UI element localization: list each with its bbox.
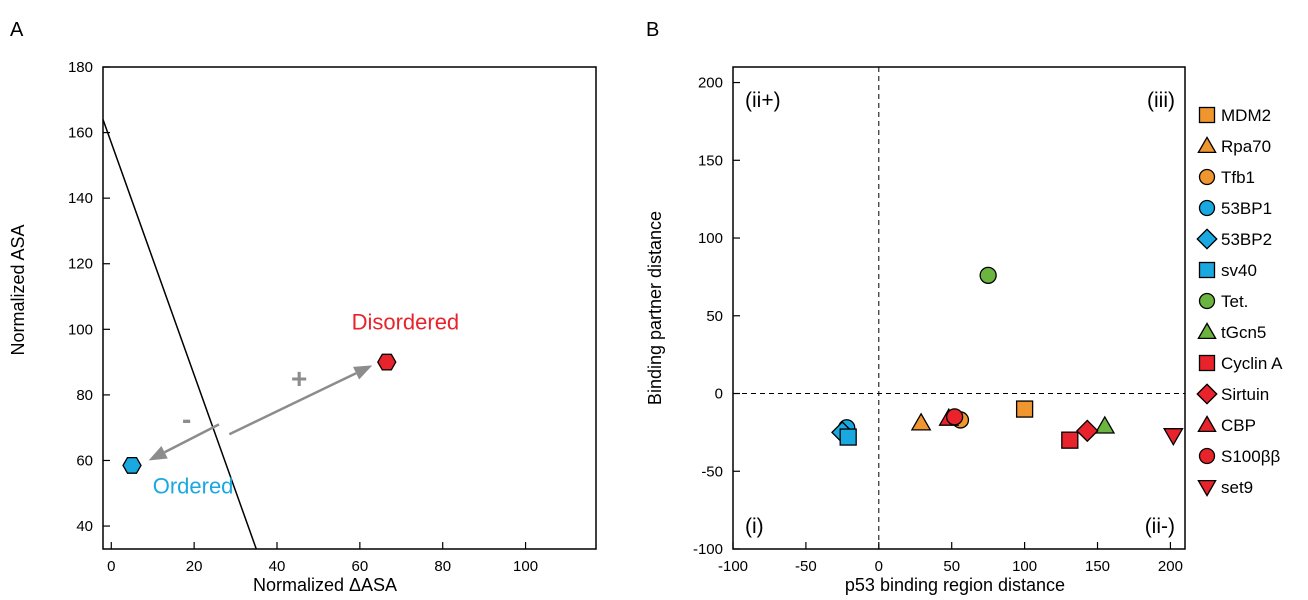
legend-label-tet: Tet.: [1221, 292, 1248, 311]
legend-marker-sirtuin: [1196, 383, 1218, 405]
panel-b-x-axis: -100 -50 0 50 100 150 200: [718, 542, 1183, 575]
y-tick-label: 140: [68, 190, 93, 207]
legend-marker-53bp2: [1196, 228, 1218, 250]
point-sv40: [839, 428, 857, 446]
panel-a-x-axis: 0 20 40 60 80 100: [107, 542, 538, 575]
point-s100: [945, 408, 964, 426]
order-disorder-boundary-line: [102, 119, 257, 550]
legend-marker-53bp1: [1198, 199, 1216, 217]
legend-marker-cbp: [1197, 415, 1217, 433]
panel-a-plot-frame: [102, 66, 597, 550]
point-cyclin-a: [1061, 431, 1079, 449]
x-tick-label: 150: [1085, 558, 1110, 575]
quadrant-label-iii: (iii): [1147, 89, 1175, 112]
panel-a-y-axis-title: Normalized ASA: [8, 224, 28, 355]
point-disordered: [377, 353, 397, 371]
point-sirtuin: [1075, 419, 1099, 443]
arrow-head: [148, 446, 168, 461]
legend-marker-tfb1: [1198, 168, 1216, 186]
arrow-shaft: [164, 423, 220, 454]
y-tick-label: 180: [68, 59, 93, 76]
quadrant-label-i: (i): [745, 515, 764, 538]
legend-label-set9: set9: [1221, 478, 1253, 497]
y-tick-label: 80: [76, 387, 93, 404]
quadrant-label-ii-plus: (ii+): [745, 89, 781, 112]
panel-a-y-axis: 40 60 80 100 120 140 160 180: [68, 59, 110, 535]
annotation-ordered: Ordered: [153, 473, 234, 498]
y-tick-label: 60: [76, 452, 93, 469]
quadrant-label-ii-minus: (ii-): [1145, 515, 1175, 538]
legend-marker-tet: [1198, 292, 1216, 310]
panel-b-plot-frame: [732, 66, 1186, 550]
y-tick-label: 200: [698, 75, 723, 92]
y-tick-label: 160: [68, 125, 93, 142]
point-set9: [1163, 428, 1184, 447]
arrow-shaft: [228, 372, 357, 436]
legend-label-mdm2: MDM2: [1221, 106, 1271, 125]
legend-label-tgcn5: tGcn5: [1221, 323, 1266, 342]
panel-label-b: B: [646, 19, 659, 41]
x-tick-label: 100: [1012, 558, 1037, 575]
x-tick-label: 0: [875, 558, 883, 575]
y-tick-label: 0: [715, 386, 723, 403]
y-tick-label: -100: [693, 541, 723, 558]
x-tick-label: -50: [795, 558, 817, 575]
y-tick-label: 100: [698, 230, 723, 247]
legend-label-s100: S100ββ: [1221, 447, 1280, 466]
x-tick-label: 80: [434, 558, 451, 575]
panel-a-chart: 40 60 80 100 120 140 160 180 0 20 40 60 80 100 - + Dis…: [8, 59, 597, 595]
legend-marker-cyclin-a: [1198, 354, 1216, 372]
y-tick-label: 150: [698, 152, 723, 169]
point-mdm2: [1015, 400, 1034, 418]
x-tick-label: 100: [513, 558, 538, 575]
panel-label-a: A: [10, 19, 24, 41]
y-tick-label: -50: [701, 463, 723, 480]
legend-label-sirtuin: Sirtuin: [1221, 385, 1269, 404]
panel-b-marks: [831, 266, 1184, 449]
arrow-head: [353, 365, 373, 380]
x-tick-label: 20: [186, 558, 203, 575]
panel-b-y-axis: -100 -50 0 50 100 150 200: [693, 75, 740, 558]
panel-a-marks: - + Disordered Ordered: [102, 119, 460, 550]
legend-label-tfb1: Tfb1: [1221, 168, 1255, 187]
point-tet: [979, 266, 997, 284]
x-tick-label: 50: [943, 558, 960, 575]
point-tgcn5: [1094, 415, 1116, 434]
x-tick-label: 200: [1158, 558, 1183, 575]
x-tick-label: 40: [269, 558, 286, 575]
legend-label-53bp2: 53BP2: [1221, 230, 1272, 249]
legend-marker-sv40: [1198, 261, 1216, 279]
point-rpa70: [910, 412, 932, 431]
legend-label-53bp1: 53BP1: [1221, 199, 1272, 218]
arrow-label: -: [182, 403, 191, 434]
y-tick-label: 100: [68, 321, 93, 338]
panel-b-legend: MDM2 Rpa70 Tfb1 53BP1 53BP2 sv40 Tet. tGcn5 Cycl…: [1196, 106, 1283, 497]
legend-marker-s100: [1198, 447, 1216, 465]
x-tick-label: 0: [107, 558, 115, 575]
x-tick-label: -100: [718, 558, 748, 575]
legend-marker-tgcn5: [1197, 322, 1217, 340]
annotation-disordered: Disordered: [352, 309, 460, 334]
legend-marker-set9: [1197, 479, 1217, 497]
panel-b-x-axis-title: p53 binding region distance: [845, 575, 1065, 595]
legend-label-cbp: CBP: [1221, 416, 1256, 435]
legend-label-cyclin-a: Cyclin A: [1221, 354, 1283, 373]
y-tick-label: 50: [706, 308, 723, 325]
legend-marker-mdm2: [1198, 106, 1216, 124]
y-tick-label: 120: [68, 256, 93, 273]
legend-marker-rpa70: [1197, 136, 1217, 154]
arrow-label: +: [291, 363, 307, 394]
legend-label-sv40: sv40: [1221, 261, 1257, 280]
point-ordered: [122, 456, 142, 474]
x-tick-label: 60: [352, 558, 369, 575]
y-tick-label: 40: [76, 518, 93, 535]
legend-label-rpa70: Rpa70: [1221, 137, 1271, 156]
panel-a-x-axis-title: Normalized ΔASA: [253, 575, 397, 595]
panel-b-reference-lines: [733, 67, 1185, 549]
panel-b-y-axis-title: Binding partner distance: [645, 211, 665, 405]
